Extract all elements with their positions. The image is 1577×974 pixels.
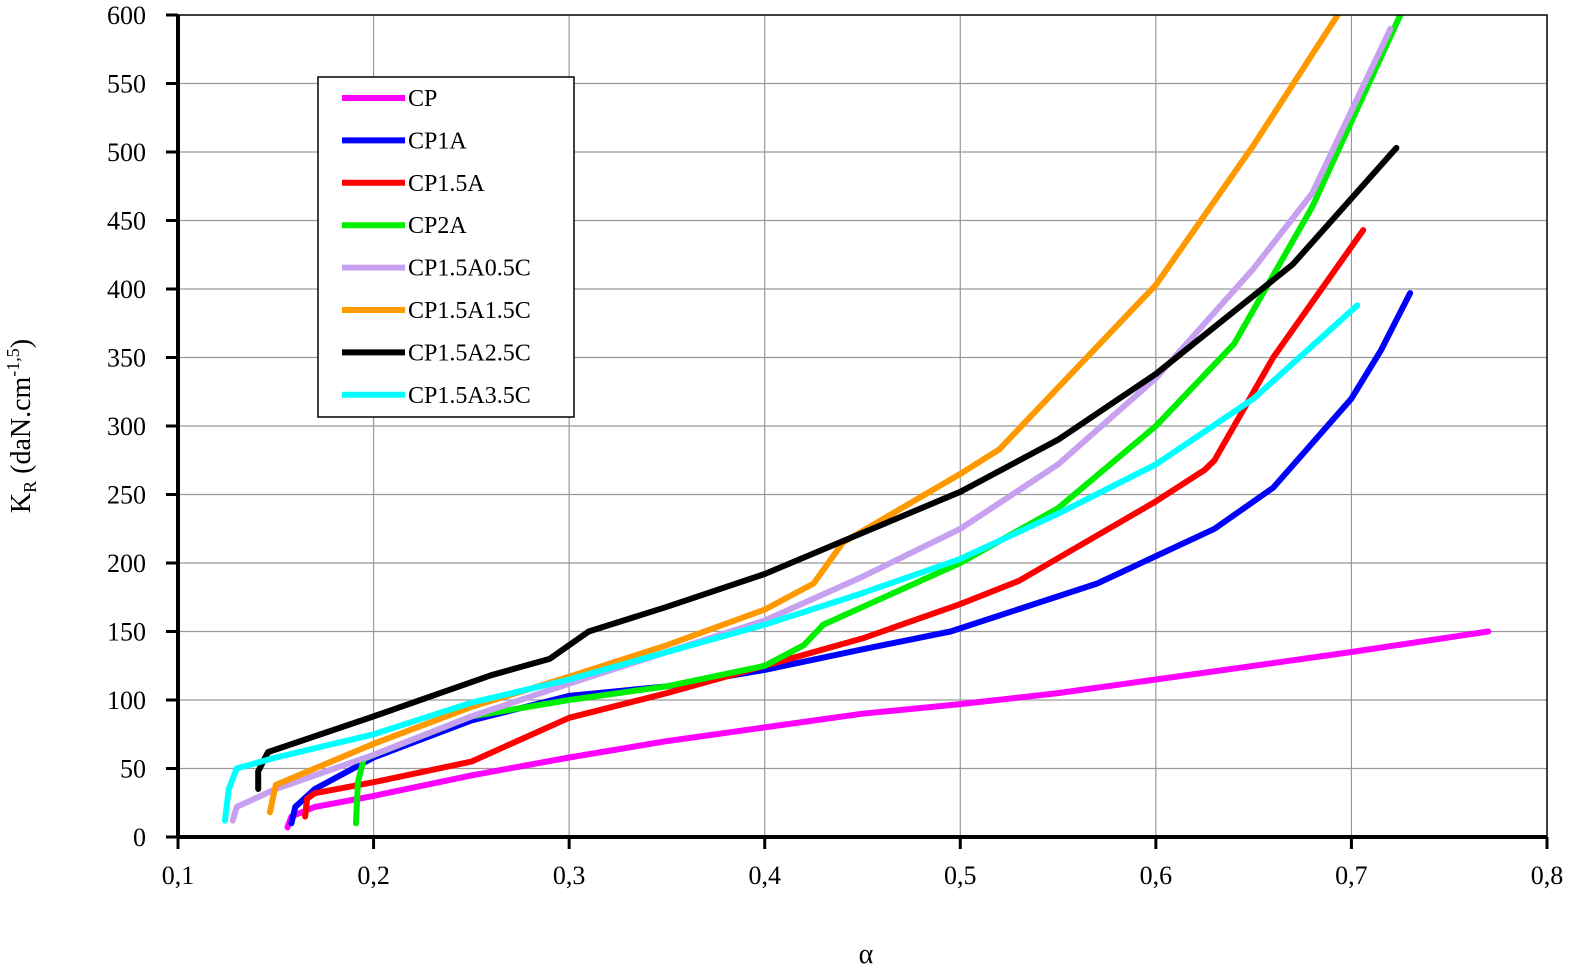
legend-label: CP1.5A (408, 171, 485, 197)
x-axis-title: α (859, 939, 874, 970)
legend-label: CP1.5A0.5C (408, 256, 531, 282)
legend-label: CP1A (408, 128, 467, 154)
legend-label: CP1.5A1.5C (408, 298, 531, 324)
x-tick-label: 0,6 (1140, 861, 1173, 890)
legend-label: CP1.5A3.5C (408, 383, 531, 409)
series-line-CP1.5A3.5C (221, 302, 1361, 824)
series-line-CP1.5A1.5C (266, 15, 1341, 816)
x-tick-label: 0,7 (1335, 861, 1368, 890)
y-tick-label: 300 (107, 412, 146, 441)
y-tick-label: 600 (107, 1, 146, 30)
legend-label: CP (408, 86, 437, 112)
y-tick-label: 550 (107, 70, 146, 99)
y-axis-title-exponent: -1,5 (3, 348, 23, 377)
y-tick-label: 400 (107, 275, 146, 304)
y-tick-label: 250 (107, 481, 146, 510)
series-line-CP (284, 628, 1492, 831)
y-tick-label: 100 (107, 686, 146, 715)
plot-lines (221, 15, 1492, 831)
y-axis-title-unit: (daN.cm (6, 376, 37, 480)
y-axis-title-sub: R (20, 481, 40, 493)
y-tick-label: 200 (107, 549, 146, 578)
y-tick-label: 450 (107, 207, 146, 236)
axes (166, 13, 1549, 849)
legend: CP CP1A CP1.5A CP2A CP1.5A0.5C CP1.5A1.5C CP1.… (317, 76, 575, 418)
y-tick-label: 350 (107, 344, 146, 373)
x-tick-label: 0,4 (748, 861, 781, 890)
y-tick-label: 500 (107, 138, 146, 167)
y-tick-label: 150 (107, 618, 146, 647)
legend-label: CP1.5A2.5C (408, 340, 531, 366)
y-axis-title-close: ) (6, 339, 37, 348)
series-line-CP1.5A0.5C (229, 25, 1394, 824)
series-line-CP1.5A2.5C (255, 144, 1400, 792)
y-tick-label: 50 (120, 755, 146, 784)
series-line-CP1A (288, 290, 1414, 827)
y-tick-label: 0 (133, 823, 146, 852)
legend-label: CP2A (408, 213, 467, 239)
y-axis-title: KR (daN.cm-1,5) (3, 339, 40, 513)
series-line-CP1.5A (302, 227, 1367, 820)
x-tick-label: 0,8 (1531, 861, 1564, 890)
legend-box (317, 76, 575, 418)
x-tick-label: 0,1 (162, 861, 195, 890)
x-tick-label: 0,2 (357, 861, 390, 890)
y-axis-title-main: K (6, 493, 37, 513)
x-tick-label: 0,5 (944, 861, 977, 890)
x-tick-label: 0,3 (553, 861, 586, 890)
tick-labels: 0,1 0,2 0,3 0,4 0,5 0,6 0,7 0,8 0 50 100 150 200 250 3… (107, 1, 1563, 890)
